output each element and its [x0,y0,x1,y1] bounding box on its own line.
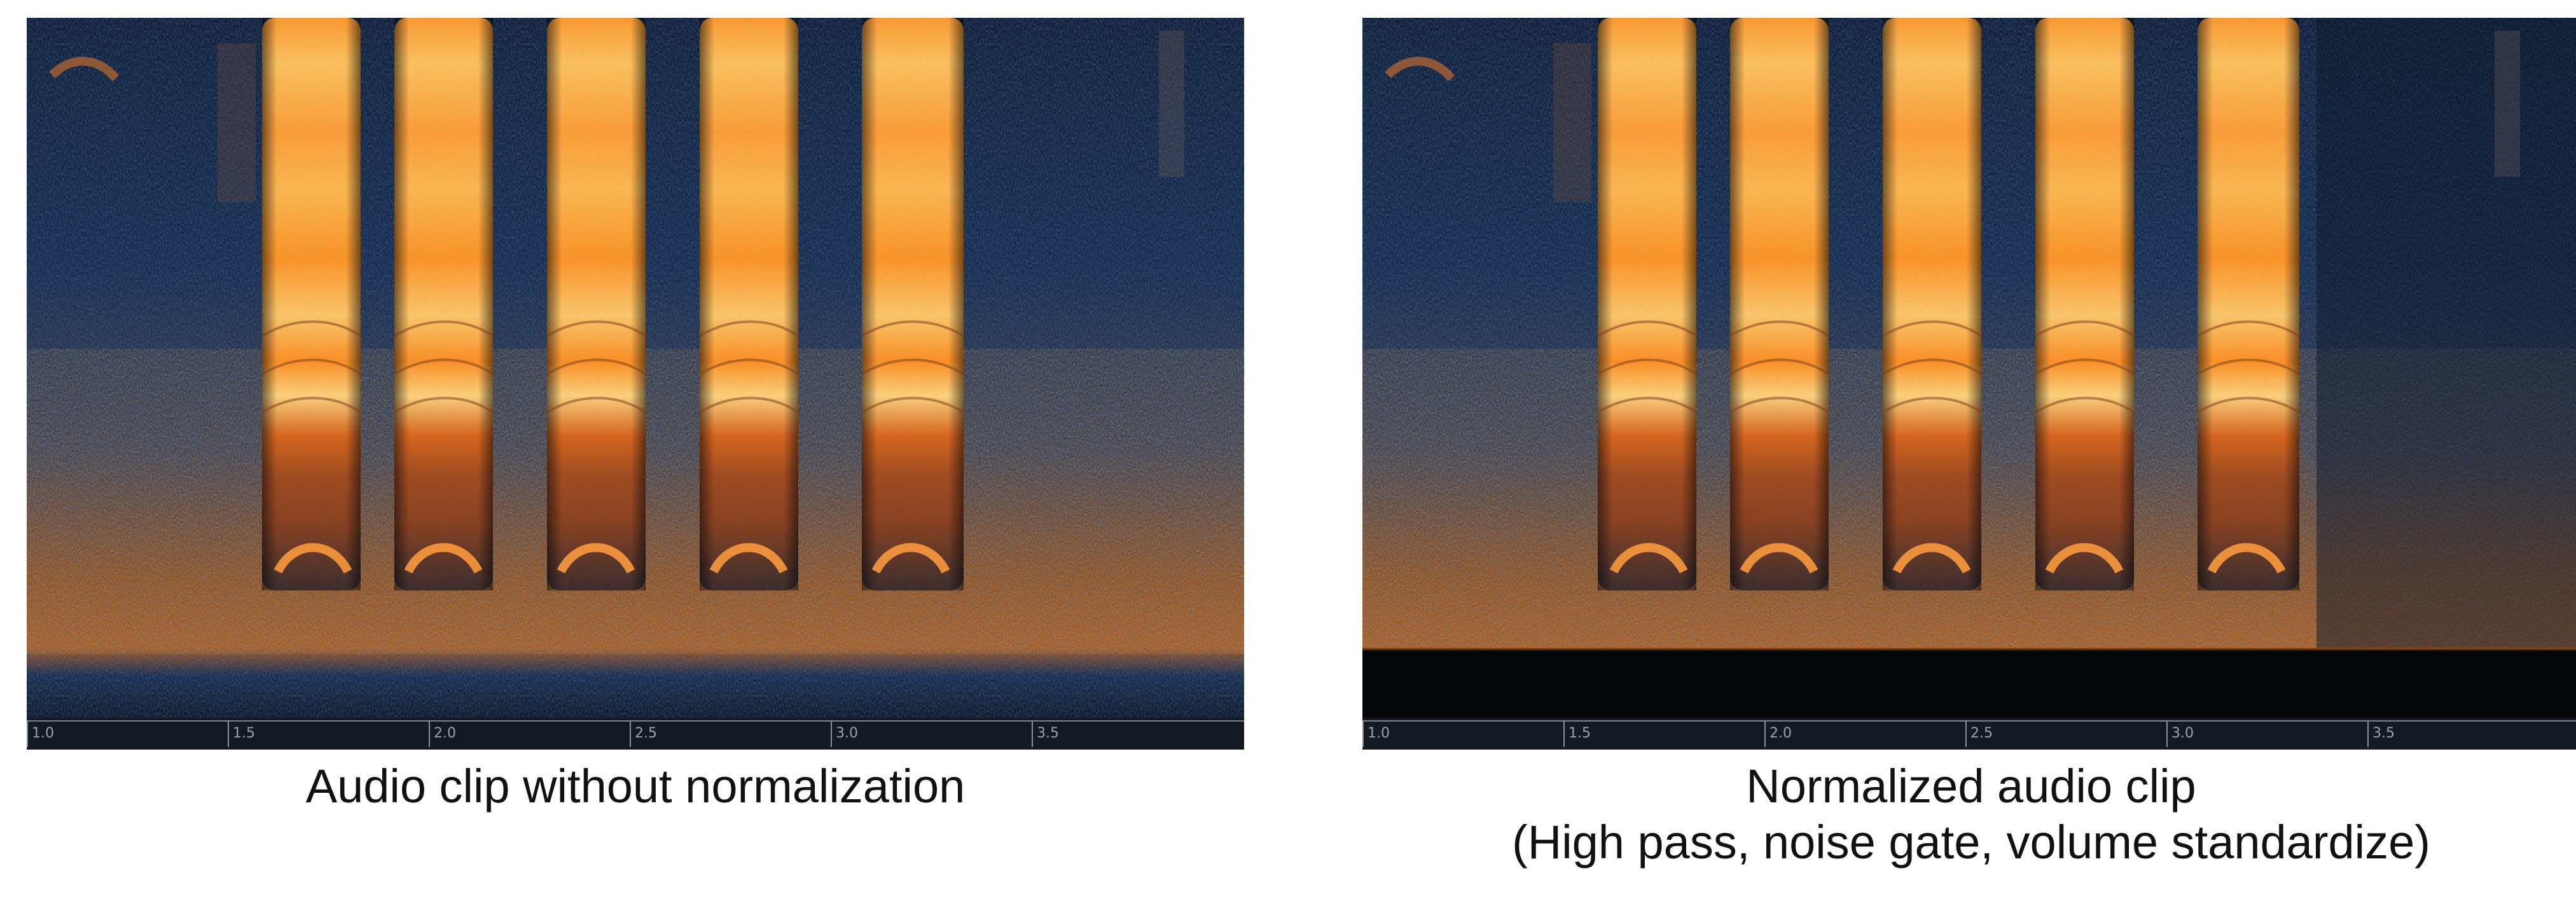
time-axis-original: 1.0 1.5 2.0 2.5 3.0 3.5 [27,718,1244,750]
caption-original: Audio clip without normalization [27,758,1244,814]
axis-tick [630,722,631,747]
axis-tick-label: 1.0 [1368,725,1390,741]
axis-tick-label: 2.0 [1769,725,1792,741]
axis-tick [1563,722,1565,747]
axis-tick-label: 1.0 [32,725,54,741]
spectrogram-panel-normalized: 1.0 1.5 2.0 2.5 3.0 3.5 [1362,18,2576,750]
axis-tick [831,722,832,747]
caption-normalized: Normalized audio clip (High pass, noise … [1362,758,2576,870]
caption-line: Audio clip without normalization [305,760,966,813]
spectrogram-image-normalized [1362,18,2576,718]
caption-line: Normalized audio clip [1746,760,2196,813]
axis-tick-label: 1.5 [233,725,255,741]
time-axis-normalized: 1.0 1.5 2.0 2.5 3.0 3.5 [1362,718,2576,750]
axis-tick-label: 1.5 [1568,725,1591,741]
axis-tick-label: 3.0 [2171,725,2194,741]
axis-line [1362,720,2576,722]
axis-tick-label: 2.5 [1970,725,1993,741]
spectrogram-panel-original: 1.0 1.5 2.0 2.5 3.0 3.5 [27,18,1244,750]
caption-line: (High pass, noise gate, volume standardi… [1512,816,2430,869]
axis-tick-label: 2.5 [635,725,657,741]
axis-tick [1965,722,1967,747]
axis-tick [2367,722,2369,747]
axis-line [27,720,1244,722]
axis-tick [429,722,430,747]
axis-tick-label: 2.0 [434,725,456,741]
axis-tick [27,722,28,747]
spectrogram-image-original [27,18,1244,718]
axis-tick-label: 3.5 [2372,725,2395,741]
axis-tick [2166,722,2168,747]
axis-tick [228,722,229,747]
axis-tick [1032,722,1033,747]
axis-tick-label: 3.0 [836,725,858,741]
axis-tick [1362,722,1364,747]
axis-tick [1764,722,1766,747]
axis-tick-label: 3.5 [1037,725,1059,741]
